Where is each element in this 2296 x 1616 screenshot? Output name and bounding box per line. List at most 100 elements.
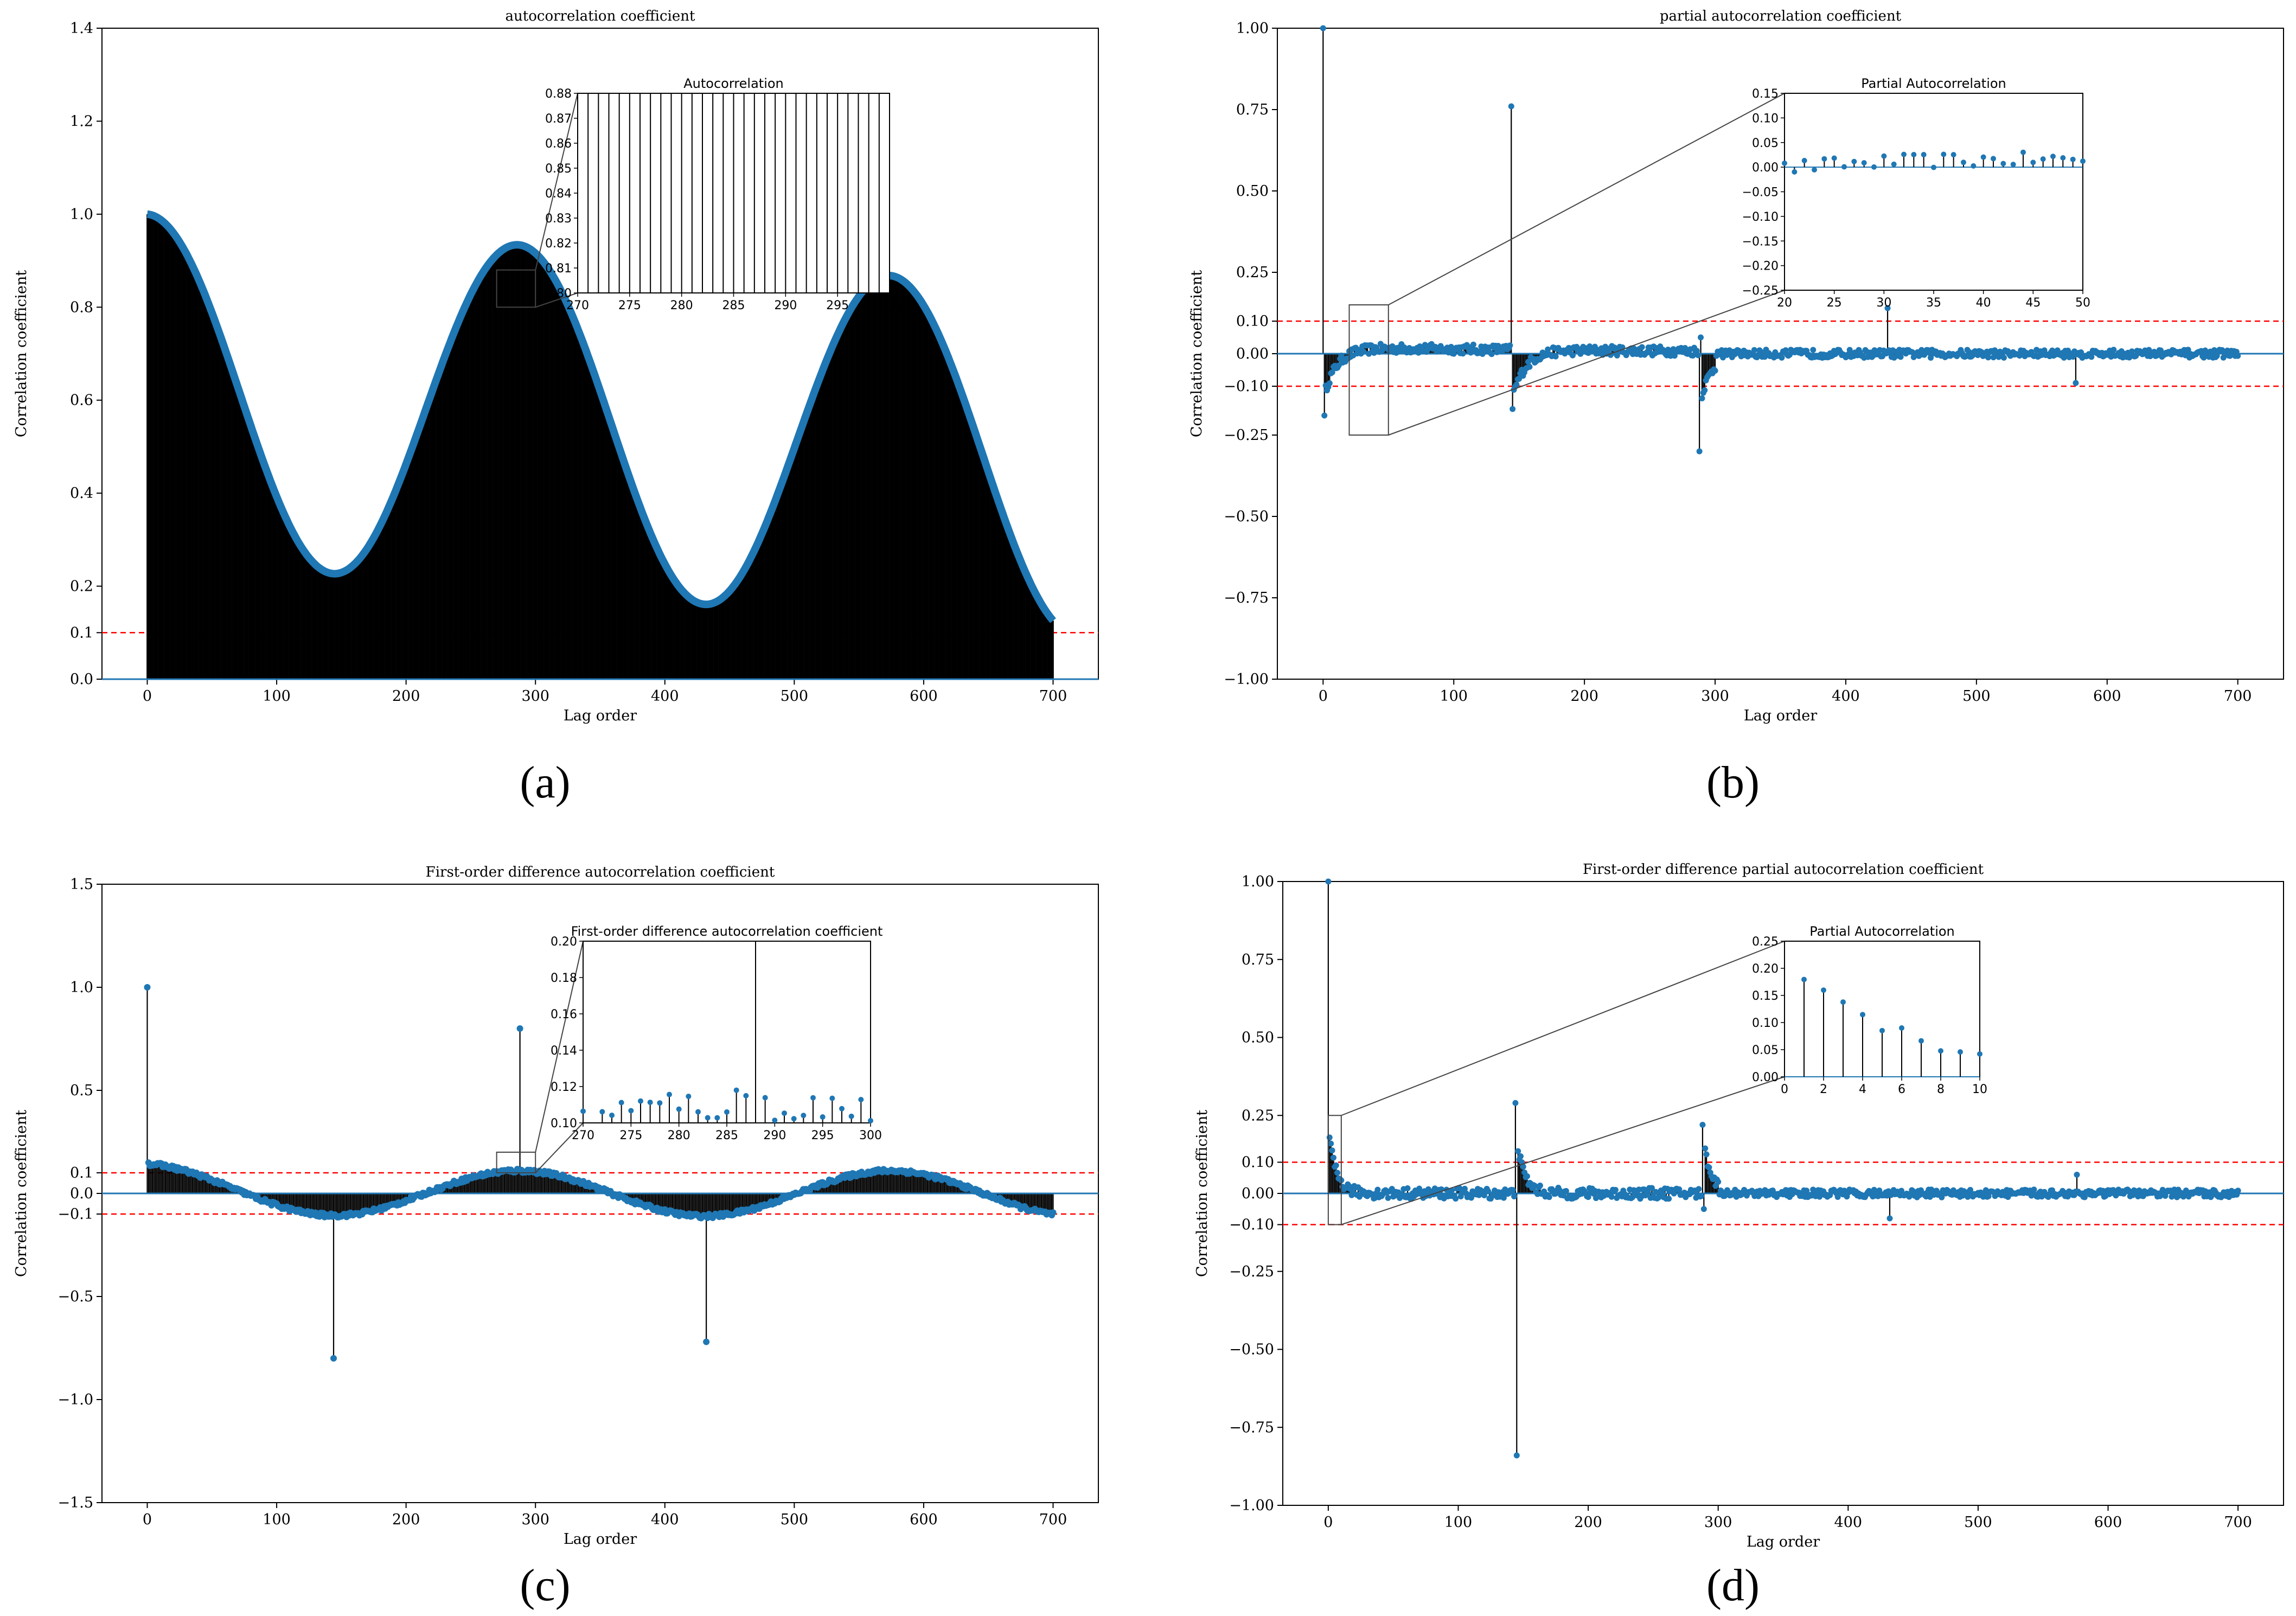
chart-b-inset-marker xyxy=(1861,160,1867,166)
chart-b-inset-ytick-label: 0.10 xyxy=(1752,112,1779,125)
chart-d-ytick-label: −1.00 xyxy=(1229,1497,1274,1514)
chart-d-marker xyxy=(1513,1452,1520,1459)
chart-d-marker xyxy=(1333,1162,1339,1168)
chart-c-inset-marker xyxy=(638,1098,643,1104)
chart-c-marker xyxy=(330,1355,337,1362)
chart-b-zoom-connector xyxy=(1388,290,1785,436)
chart-c-inset-xtick-label: 300 xyxy=(859,1129,882,1142)
chart-d-ytick-label: 0.25 xyxy=(1242,1107,1274,1124)
chart-b-inset-frame xyxy=(1784,93,2083,291)
chart-c-marker xyxy=(703,1338,710,1345)
chart-b-ytick-label: 1.00 xyxy=(1236,20,1269,37)
chart-d-ytick-label: −0.50 xyxy=(1229,1342,1274,1358)
chart-c-inset-ytick-label: 0.12 xyxy=(551,1081,577,1094)
chart-a-inset-xtick-label: 290 xyxy=(774,299,797,312)
chart-c-inset-ytick-label: 0.16 xyxy=(551,1008,577,1021)
chart-b-marker xyxy=(1779,354,1785,361)
chart-b-marker xyxy=(1545,346,1551,353)
chart-a-inset-xtick-label: 285 xyxy=(722,299,745,312)
chart-a-inset-ytick-label: 0.85 xyxy=(545,162,572,176)
chart-b-inset-xtick-label: 50 xyxy=(2075,296,2090,310)
chart-b-inset-marker xyxy=(1931,164,1936,170)
chart-a: 0 100 200 300 400 500 600 700 0.0 0.1 0.2 0.4 0.6 0.8… xyxy=(13,8,1099,808)
chart-b-inset-marker xyxy=(2050,154,2056,159)
chart-d-xtick-label: 700 xyxy=(2224,1514,2252,1531)
chart-b-zoom-connector xyxy=(1388,93,1785,305)
chart-d-marker xyxy=(1706,1164,1712,1171)
chart-b-inset-xtick-label: 35 xyxy=(1926,296,1941,310)
chart-c-inset-xtick-label: 275 xyxy=(619,1129,642,1142)
chart-c-ytick-label: −0.5 xyxy=(57,1288,93,1305)
chart-b-inset-marker xyxy=(2070,156,2076,162)
chart-d-marker xyxy=(1517,1153,1524,1160)
chart-b-xtick-label: 600 xyxy=(2093,688,2121,705)
chart-a-xtick-label: 400 xyxy=(651,688,679,705)
chart-d-xtick-label: 100 xyxy=(1444,1514,1473,1531)
chart-c-inset-marker xyxy=(667,1091,672,1097)
chart-b-marker xyxy=(1665,347,1671,353)
chart-c-inset-xtick-label: 270 xyxy=(572,1129,594,1142)
chart-d-ytick-label: 0.50 xyxy=(1242,1030,1274,1046)
chart-b-inset-ytick-label: −0.20 xyxy=(1742,260,1779,273)
chart-c-xlabel: Lag order xyxy=(564,1531,637,1548)
chart-d-ytick-label: −0.75 xyxy=(1229,1419,1274,1436)
chart-c-ytick-label: 1.5 xyxy=(70,876,93,893)
chart-b-zoom-box xyxy=(1348,304,1389,436)
chart-d-marker xyxy=(1524,1173,1530,1179)
chart-a-ytick-label: 0.6 xyxy=(70,392,93,409)
chart-b-marker xyxy=(2000,354,2007,361)
chart-c-inset-marker xyxy=(580,1108,586,1114)
chart-c-xtick-label: 400 xyxy=(651,1511,679,1528)
chart-a-inset-ytick-label: 0.87 xyxy=(545,112,572,126)
chart-d-marker xyxy=(1461,1185,1468,1192)
chart-d-marker xyxy=(1696,1186,1702,1192)
chart-a-xtick-label: 100 xyxy=(263,688,291,705)
chart-c-inset-marker xyxy=(762,1095,768,1101)
chart-b-marker xyxy=(1526,363,1533,370)
chart-c-inset-marker xyxy=(609,1112,615,1118)
chart-b-inset-marker xyxy=(2000,161,2006,167)
chart-d-marker xyxy=(1608,1193,1615,1200)
chart-d-marker xyxy=(1512,1100,1519,1106)
chart-b-inset-ytick-label: −0.10 xyxy=(1742,210,1779,224)
chart-b-ylabel: Correlation coefficient xyxy=(1188,270,1205,437)
chart-b-xtick-label: 200 xyxy=(1570,688,1598,705)
chart-b-inset-ytick-label: 0.05 xyxy=(1752,137,1779,150)
chart-c-ylabel: Correlation coefficient xyxy=(13,1110,30,1277)
chart-d-xtick-label: 500 xyxy=(1964,1514,1992,1531)
chart-b-inset-xtick-label: 25 xyxy=(1827,296,1842,310)
chart-c-inset-marker xyxy=(829,1095,835,1101)
chart-b-title: partial autocorrelation coefficient xyxy=(1660,8,1902,24)
chart-b-inset-marker xyxy=(1901,151,1907,157)
chart-b-marker xyxy=(2073,380,2079,386)
chart-c-ytick-label: −1.5 xyxy=(57,1494,93,1511)
chart-b-inset-marker xyxy=(1921,152,1927,158)
chart-c-inset-ytick-label: 0.10 xyxy=(551,1117,577,1130)
chart-a-title: autocorrelation coefficient xyxy=(506,8,695,24)
chart-a-ylabel: Correlation coefficient xyxy=(13,270,30,437)
chart-b-marker xyxy=(1985,354,1992,361)
chart-b-inset-marker xyxy=(1891,161,1897,167)
chart-a-inset-xtick-label: 280 xyxy=(670,299,693,312)
chart-a-inset-xtick-label: 270 xyxy=(566,299,589,312)
chart-d-marker xyxy=(1703,1151,1710,1158)
chart-d-marker xyxy=(1328,1140,1334,1147)
chart-d-marker xyxy=(1593,1195,1599,1202)
chart-b-marker xyxy=(1810,347,1817,353)
chart-c-xtick-label: 200 xyxy=(392,1511,420,1528)
chart-b-inset-marker xyxy=(2080,158,2086,164)
chart-a-inset-ytick-label: 0.86 xyxy=(545,137,572,151)
chart-b-marker xyxy=(2201,354,2207,361)
chart-b-inset-marker xyxy=(2030,159,2036,165)
chart-b-inset-marker xyxy=(1792,169,1798,175)
chart-d-ytick-label: −0.10 xyxy=(1229,1217,1274,1234)
chart-d-marker xyxy=(1448,1187,1455,1193)
chart-a-inset-ytick-label: 0.84 xyxy=(545,187,572,201)
chart-c-xtick-label: 100 xyxy=(263,1511,291,1528)
chart-b-marker xyxy=(2158,347,2164,354)
chart-d-xtick-label: 300 xyxy=(1704,1514,1732,1531)
chart-c-inset-marker xyxy=(599,1109,605,1115)
chart-c-inset-marker xyxy=(848,1113,854,1119)
chart-d-xtick-label: 600 xyxy=(2094,1514,2122,1531)
